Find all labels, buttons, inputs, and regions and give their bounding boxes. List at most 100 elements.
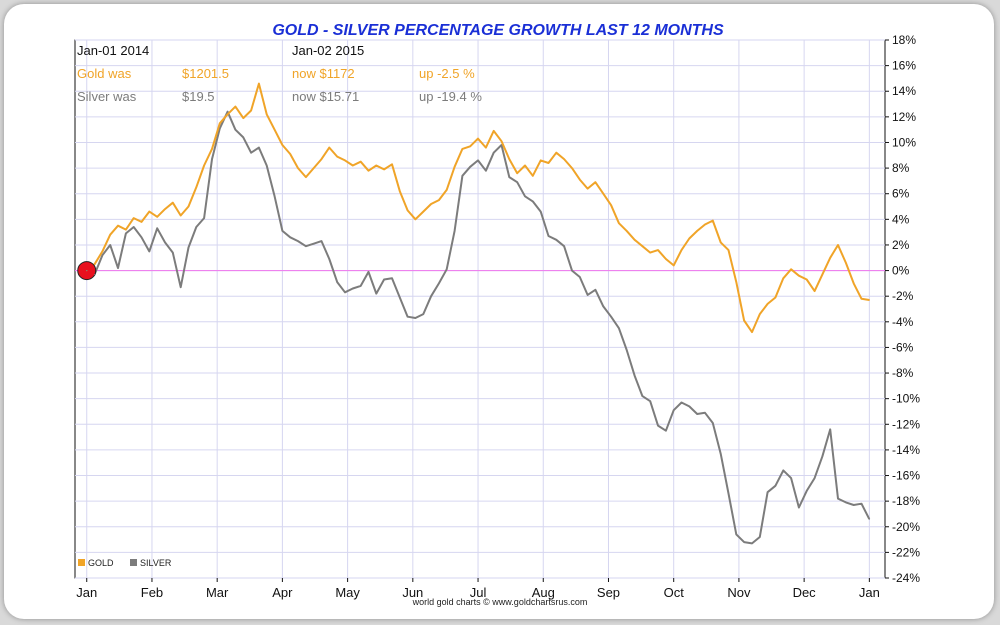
- silver-data-point: [587, 294, 589, 296]
- silver-data-point: [555, 239, 557, 241]
- silver-data-point: [712, 422, 714, 424]
- silver-data-point: [195, 226, 197, 228]
- gold-data-point: [281, 144, 283, 146]
- gold-data-point: [524, 164, 526, 167]
- silver-data-point: [422, 313, 424, 315]
- gold-data-point: [813, 290, 816, 292]
- gold-data-point: [688, 237, 690, 240]
- silver-data-point: [164, 241, 166, 243]
- silver-data-point: [696, 413, 698, 415]
- silver-data-point: [227, 111, 229, 113]
- silver-data-point: [594, 289, 597, 291]
- silver-data-point: [860, 503, 863, 505]
- y-tick-label: -8%: [892, 366, 914, 380]
- legend-silver-label: SILVER: [140, 558, 172, 568]
- silver-data-point: [187, 246, 190, 249]
- silver-data-point: [446, 268, 448, 270]
- silver-data-point: [751, 542, 753, 545]
- gold-data-point: [93, 263, 96, 265]
- gold-data-point: [148, 211, 150, 213]
- gold-data-point: [446, 189, 448, 191]
- gold-data-point: [618, 222, 620, 224]
- gold-data-point: [508, 158, 510, 160]
- silver-data-point: [375, 293, 377, 295]
- gold-data-point: [540, 159, 542, 162]
- y-tick-label: 6%: [892, 187, 910, 201]
- y-tick-label: -22%: [892, 545, 920, 559]
- gold-data-point: [453, 166, 456, 168]
- silver-data-point: [500, 144, 503, 146]
- gold-data-point: [555, 152, 557, 154]
- silver-data-point: [172, 252, 174, 254]
- silver-data-point: [273, 195, 276, 197]
- silver-data-point: [407, 316, 409, 318]
- silver-data-point: [320, 240, 323, 242]
- x-tick-label: Mar: [206, 585, 229, 600]
- y-tick-label: -6%: [892, 340, 914, 354]
- silver-data-point: [743, 541, 745, 543]
- gold-data-point: [195, 186, 197, 188]
- silver-data-point: [493, 152, 495, 154]
- silver-data-point: [289, 236, 291, 238]
- gold-data-point: [438, 199, 440, 201]
- silver-data-point: [297, 240, 299, 242]
- gold-data-point: [430, 203, 432, 205]
- x-tick-label: Apr: [272, 585, 293, 600]
- silver-data-point: [759, 536, 761, 538]
- gold-data-point: [305, 176, 307, 178]
- gold-now-value: now $1172: [292, 66, 355, 81]
- silver-data-point: [626, 349, 628, 351]
- gold-data-point: [626, 230, 628, 232]
- gold-data-point: [266, 113, 268, 115]
- x-tick-label: Oct: [664, 585, 685, 600]
- gold-data-point: [375, 164, 377, 167]
- x-tick-label: Feb: [141, 585, 163, 600]
- silver-data-point: [461, 175, 463, 177]
- info-panel: Jan-01 2014 Jan-02 2015 Gold was $1201.5…: [77, 43, 482, 104]
- gold-data-point: [117, 225, 119, 227]
- silver-data-point: [563, 245, 565, 247]
- silver-data-point: [790, 477, 792, 479]
- plot-area: [74, 39, 886, 579]
- gold-data-point: [696, 230, 698, 232]
- y-axis: 18% 16% 14% 12% 10% 8% 6% 4% 2% 0% -2% -4% -6% -8% -10…: [885, 33, 920, 585]
- start-date-label: Jan-01 2014: [77, 43, 149, 58]
- gold-data-point: [336, 155, 338, 158]
- silver-data-point: [101, 254, 103, 256]
- gold-data-point: [657, 249, 659, 251]
- gold-data-point: [829, 257, 831, 259]
- x-tick-label: Dec: [793, 585, 817, 600]
- silver-data-point: [430, 295, 432, 297]
- y-tick-label: 4%: [892, 212, 910, 226]
- silver-data-point: [180, 286, 182, 288]
- silver-data-point: [853, 504, 855, 506]
- legend-gold-label: GOLD: [88, 558, 114, 568]
- gold-data-point: [759, 313, 761, 315]
- gold-data-point: [751, 331, 753, 333]
- silver-now-value: now $15.71: [292, 89, 359, 104]
- gold-data-point: [172, 202, 174, 204]
- y-tick-label: 16%: [892, 59, 916, 73]
- x-tick-label: Jul: [470, 585, 487, 600]
- y-tick-label: 12%: [892, 110, 916, 124]
- legend: GOLD SILVER: [78, 558, 172, 568]
- silver-data-point: [367, 271, 370, 273]
- silver-data-point: [727, 492, 730, 495]
- gold-data-point: [485, 147, 487, 149]
- silver-data-point: [156, 227, 158, 229]
- gold-was-label: Gold was: [77, 66, 132, 81]
- gold-data-point: [203, 164, 205, 167]
- gold-data-point: [837, 244, 839, 246]
- gold-data-point: [258, 82, 260, 85]
- silver-data-point: [148, 250, 150, 252]
- gold-data-point: [156, 216, 158, 218]
- gold-data-point: [360, 161, 362, 163]
- silver-data-point: [579, 276, 581, 278]
- gold-data-point: [234, 106, 237, 108]
- gold-data-point: [594, 181, 597, 183]
- gold-data-point: [790, 268, 792, 270]
- gold-data-point: [571, 167, 573, 169]
- gold-change-value: up -2.5 %: [419, 66, 475, 81]
- silver-data-point: [344, 291, 346, 293]
- gold-data-point: [547, 162, 550, 164]
